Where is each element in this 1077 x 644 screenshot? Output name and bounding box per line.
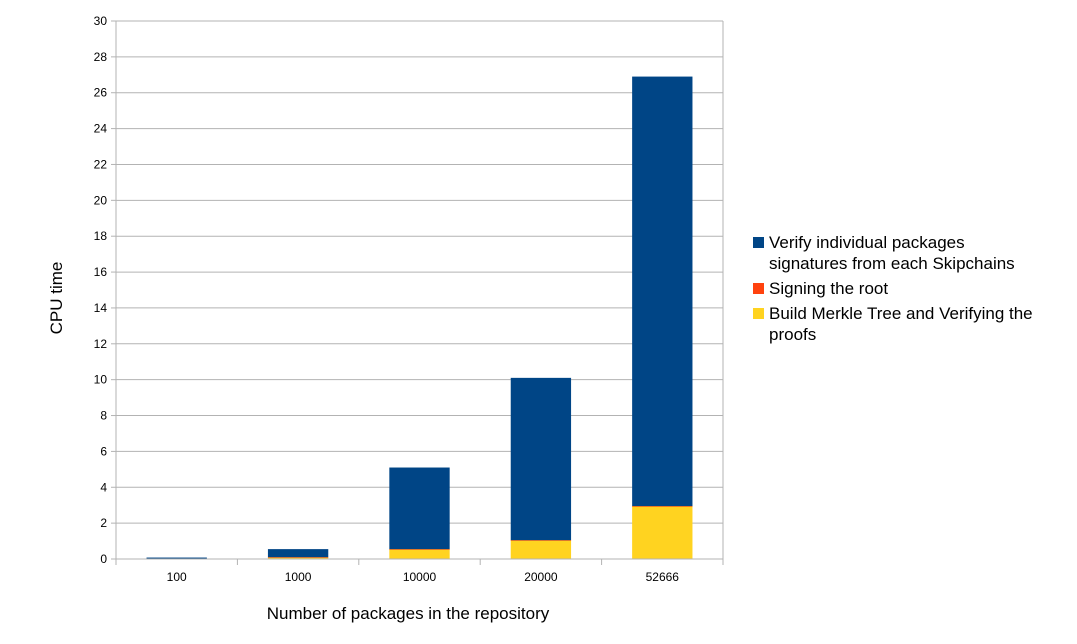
legend-swatch	[753, 283, 764, 294]
axes	[115, 21, 724, 560]
y-tick-label: 24	[94, 122, 108, 136]
x-tick-label: 100	[167, 570, 187, 584]
bar-segment	[632, 506, 693, 507]
y-axis-title: CPU time	[47, 262, 66, 335]
y-tick-label: 20	[94, 193, 108, 207]
y-tick-label: 6	[100, 444, 107, 458]
x-tick-label: 10000	[403, 570, 437, 584]
y-tick-label: 14	[94, 301, 108, 315]
y-tick-label: 8	[100, 409, 107, 423]
bar-segment	[267, 549, 329, 558]
legend-label: signatures from each Skipchains	[769, 254, 1015, 273]
bar-segment	[389, 467, 450, 550]
y-tick-label: 26	[94, 86, 108, 100]
y-tick-label: 12	[94, 337, 108, 351]
y-tick-label: 16	[94, 265, 108, 279]
x-axis-title: Number of packages in the repository	[267, 604, 550, 623]
y-tick-label: 22	[94, 157, 108, 171]
gridlines	[116, 20, 723, 560]
legend-swatch	[753, 237, 764, 248]
bars	[146, 76, 693, 560]
bar-segment	[510, 540, 572, 559]
x-tick-label: 20000	[524, 570, 558, 584]
x-tick-label: 1000	[285, 570, 312, 584]
legend-swatch	[753, 308, 764, 319]
legend-label: Signing the root	[769, 279, 888, 298]
y-tick-label: 10	[94, 373, 108, 387]
y-tick-label: 28	[94, 50, 108, 64]
x-axis-ticks: 100 1000 10000 20000 52666	[115, 559, 724, 584]
bar-segment	[510, 377, 572, 541]
bar-segment	[389, 549, 450, 550]
bar-segment	[267, 557, 329, 558]
legend-label: proofs	[769, 325, 816, 344]
bar-segment	[267, 557, 329, 559]
y-tick-label: 18	[94, 229, 108, 243]
legend-label: Build Merkle Tree and Verifying the	[769, 304, 1033, 323]
bar-segment	[146, 557, 207, 559]
y-tick-label: 4	[100, 480, 107, 494]
bar-segment	[510, 540, 572, 541]
y-tick-label: 2	[100, 516, 107, 530]
y-tick-label: 30	[94, 14, 108, 28]
legend-label: Verify individual packages	[769, 233, 965, 252]
bar-segment	[632, 506, 693, 559]
legend: Verify individual packages signatures fro…	[753, 233, 1033, 344]
y-tick-label: 0	[100, 552, 107, 566]
bar-segment	[389, 549, 450, 559]
x-tick-label: 52666	[646, 570, 680, 584]
bar-segment	[632, 76, 693, 507]
